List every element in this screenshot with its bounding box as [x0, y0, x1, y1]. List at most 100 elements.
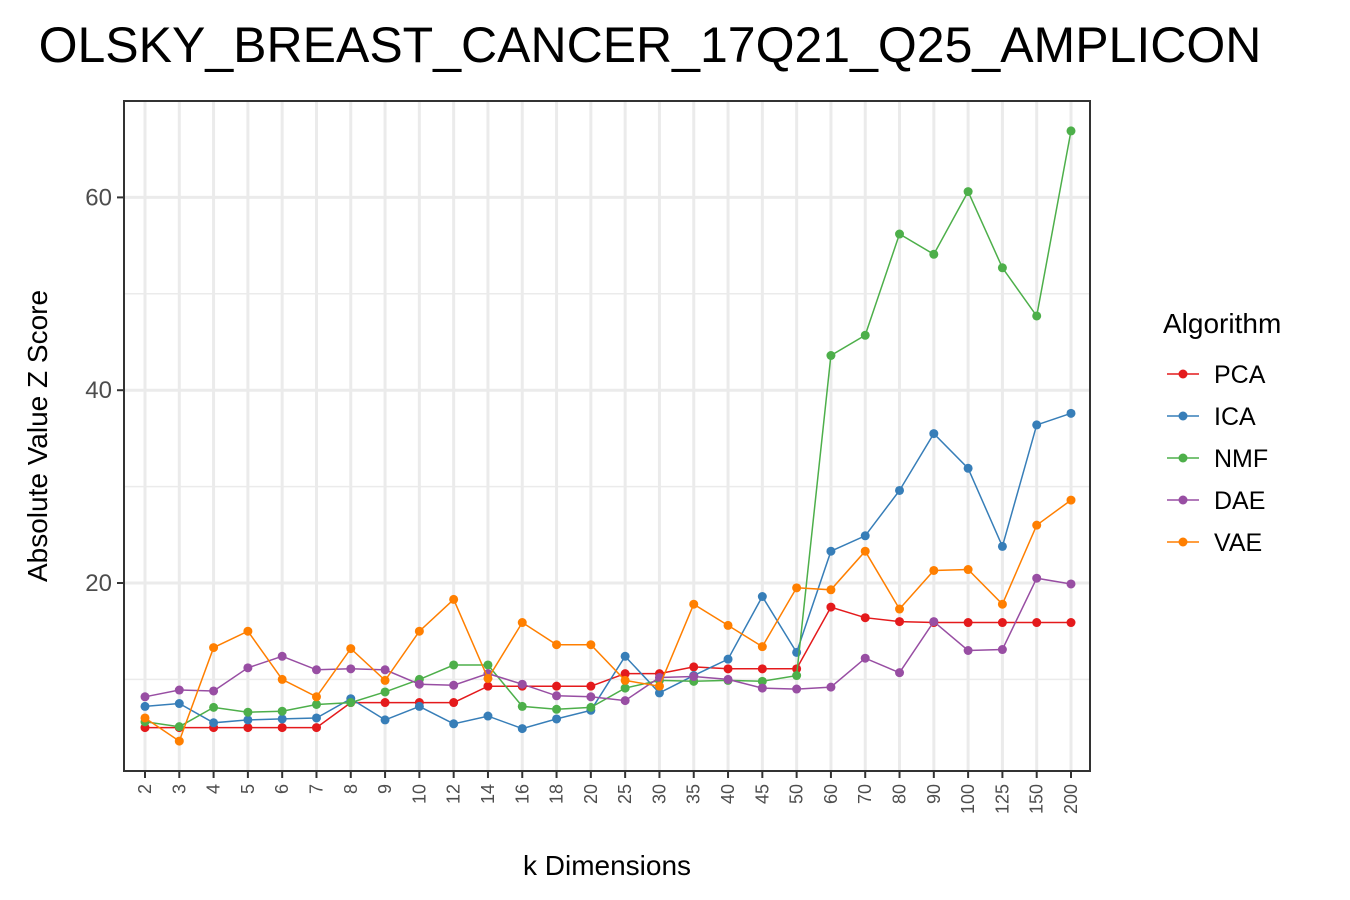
series-vae: [140, 495, 1076, 746]
x-tick-label: 14: [478, 784, 498, 804]
data-point: [757, 676, 767, 686]
data-point: [277, 674, 287, 684]
x-tick-label: 45: [752, 784, 772, 804]
series-nmf: [140, 126, 1076, 732]
x-tick-label: 125: [992, 784, 1012, 814]
data-point: [243, 707, 253, 717]
legend-label: VAE: [1214, 529, 1262, 557]
data-point: [174, 685, 184, 695]
data-point: [311, 692, 321, 702]
data-point: [140, 692, 150, 702]
data-point: [689, 599, 699, 609]
data-point: [311, 699, 321, 709]
series-layer: [140, 126, 1076, 746]
data-point: [860, 330, 870, 340]
legend-title: Algorithm: [1163, 308, 1281, 339]
data-point: [654, 681, 664, 691]
data-point: [1066, 495, 1076, 505]
grid-layer: [124, 101, 1090, 771]
data-point: [174, 699, 184, 709]
data-point: [963, 187, 973, 197]
data-point: [552, 691, 562, 701]
data-point: [826, 682, 836, 692]
data-point: [586, 692, 596, 702]
data-point: [586, 681, 596, 691]
data-point: [380, 715, 390, 725]
data-point: [1066, 126, 1076, 136]
x-tick-label: 80: [890, 784, 910, 804]
data-point: [174, 736, 184, 746]
plot-border: [123, 100, 1091, 772]
legend-key-point: [1178, 495, 1188, 505]
x-tick-label: 70: [855, 784, 875, 804]
data-point: [1032, 311, 1042, 321]
y-tick-label: 60: [85, 184, 112, 211]
data-point: [311, 723, 321, 733]
data-point: [1032, 573, 1042, 583]
data-point: [414, 679, 424, 689]
data-point: [209, 702, 219, 712]
data-point: [792, 583, 802, 593]
y-tick-label: 20: [85, 570, 112, 597]
data-point: [792, 671, 802, 681]
data-point: [723, 664, 733, 674]
data-point: [174, 722, 184, 732]
legend: Algorithm PCA ICA NMF DAE VAE: [1163, 308, 1281, 557]
legend-label: NMF: [1214, 445, 1268, 473]
x-tick-label: 8: [341, 784, 361, 794]
legend-item-nmf: NMF: [1167, 445, 1268, 473]
x-tick-label: 3: [169, 784, 189, 794]
data-point: [997, 541, 1007, 551]
legend-label: DAE: [1214, 487, 1265, 515]
data-point: [997, 645, 1007, 655]
data-point: [1032, 618, 1042, 628]
data-point: [963, 463, 973, 473]
data-point: [586, 702, 596, 712]
series-line: [144, 130, 1072, 728]
data-point: [449, 698, 459, 708]
data-point: [620, 669, 630, 679]
data-point: [483, 673, 493, 683]
x-tick-label: 60: [821, 784, 841, 804]
x-tick-label: 200: [1061, 784, 1081, 814]
data-point: [449, 719, 459, 729]
data-point: [449, 660, 459, 670]
x-tick-label: 16: [512, 784, 532, 804]
data-point: [380, 698, 390, 708]
data-point: [723, 654, 733, 664]
x-tick-label: 50: [787, 784, 807, 804]
data-point: [895, 668, 905, 678]
legend-item-vae: VAE: [1167, 529, 1262, 557]
data-point: [552, 714, 562, 724]
data-point: [1066, 618, 1076, 628]
data-point: [689, 672, 699, 682]
legend-key-point: [1178, 453, 1188, 463]
data-point: [380, 665, 390, 675]
data-point: [586, 640, 596, 650]
series-ica: [140, 408, 1076, 734]
series-line: [144, 577, 1072, 702]
data-point: [895, 604, 905, 614]
x-tick-label: 35: [684, 784, 704, 804]
data-point: [997, 599, 1007, 609]
data-point: [895, 229, 905, 239]
legend-key-point: [1178, 411, 1188, 421]
data-point: [929, 429, 939, 439]
data-point: [311, 665, 321, 675]
data-point: [1066, 579, 1076, 589]
y-axis-title: Absolute Value Z Score: [22, 290, 53, 582]
x-tick-label: 2: [135, 784, 155, 794]
data-point: [997, 263, 1007, 273]
data-point: [620, 683, 630, 693]
data-point: [517, 679, 527, 689]
data-point: [140, 701, 150, 711]
data-point: [757, 592, 767, 602]
x-tick-label: 18: [547, 784, 567, 804]
legend-item-pca: PCA: [1167, 361, 1266, 389]
series-line: [145, 606, 1071, 729]
data-point: [483, 711, 493, 721]
data-point: [929, 249, 939, 259]
x-tick-label: 7: [306, 784, 326, 794]
legend-item-dae: DAE: [1167, 487, 1265, 515]
